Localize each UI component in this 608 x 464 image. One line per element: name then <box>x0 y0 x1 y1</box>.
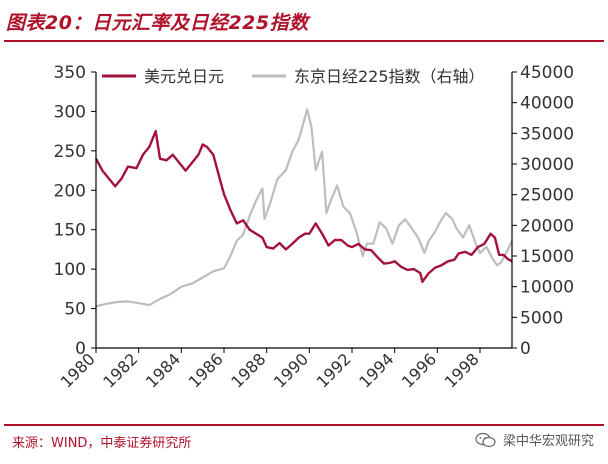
nikkei-line-group <box>95 108 513 308</box>
chart: 350 300 250 200 150 100 50 0 45000 40000 35000 3000… <box>54 63 575 392</box>
x-tick-label: 1986 <box>185 349 227 391</box>
y-right-tick-label: 5000 <box>520 308 563 328</box>
y-right-tick-label: 0 <box>520 339 531 359</box>
y-left-tick-label: 250 <box>54 142 86 162</box>
y-right-tick-label: 15000 <box>520 247 574 267</box>
usdjpy-series-line <box>94 129 513 283</box>
source-note: 来源：WIND，中泰证券研究所 <box>12 436 192 451</box>
watermark: 梁中华宏观研究 <box>475 430 594 449</box>
y-left-tick-label: 150 <box>54 221 86 241</box>
y-right-tick-label: 10000 <box>520 278 574 298</box>
legend-nikkei-label: 东京日经225指数（右轴） <box>294 67 485 86</box>
y-right-tick-label: 45000 <box>520 63 574 83</box>
x-tick-label: 1994 <box>355 349 397 391</box>
usdjpy-line-group <box>94 129 513 283</box>
x-tick-label: 1982 <box>99 349 141 391</box>
x-tick-label: 1998 <box>441 349 483 391</box>
x-tick-label: 1984 <box>142 349 184 391</box>
x-tick-label: 1992 <box>313 349 355 391</box>
legend: 美元兑日元 东京日经225指数（右轴） <box>102 67 485 86</box>
x-tick-label: 1990 <box>270 349 312 391</box>
y-left-tick-label: 50 <box>64 300 86 320</box>
y-left-tick-label: 350 <box>54 63 86 83</box>
title-rule <box>4 40 604 42</box>
figure-title: 图表20：日元汇率及日经225指数 <box>6 12 309 34</box>
y-right-tick-label: 20000 <box>520 216 574 236</box>
x-tick-label: 1988 <box>227 349 269 391</box>
y-right-tick-label: 25000 <box>520 186 574 206</box>
x-tick-label: 1996 <box>398 349 440 391</box>
y-right-tick-label: 35000 <box>520 124 574 144</box>
y-left-tick-label: 0 <box>75 339 86 359</box>
y-left-tick-label: 100 <box>54 260 86 280</box>
legend-usdjpy-label: 美元兑日元 <box>144 67 224 86</box>
nikkei-series-line <box>95 108 513 308</box>
y-left-tick-label: 200 <box>54 181 86 201</box>
footer-rule <box>4 424 604 426</box>
y-left-tick-label: 300 <box>54 102 86 122</box>
watermark-text: 梁中华宏观研究 <box>502 434 594 449</box>
y-right-tick-label: 30000 <box>520 155 574 175</box>
x-tick-label: 1980 <box>57 349 99 391</box>
y-right-tick-label: 40000 <box>520 94 574 114</box>
wechat-icon <box>475 432 496 447</box>
